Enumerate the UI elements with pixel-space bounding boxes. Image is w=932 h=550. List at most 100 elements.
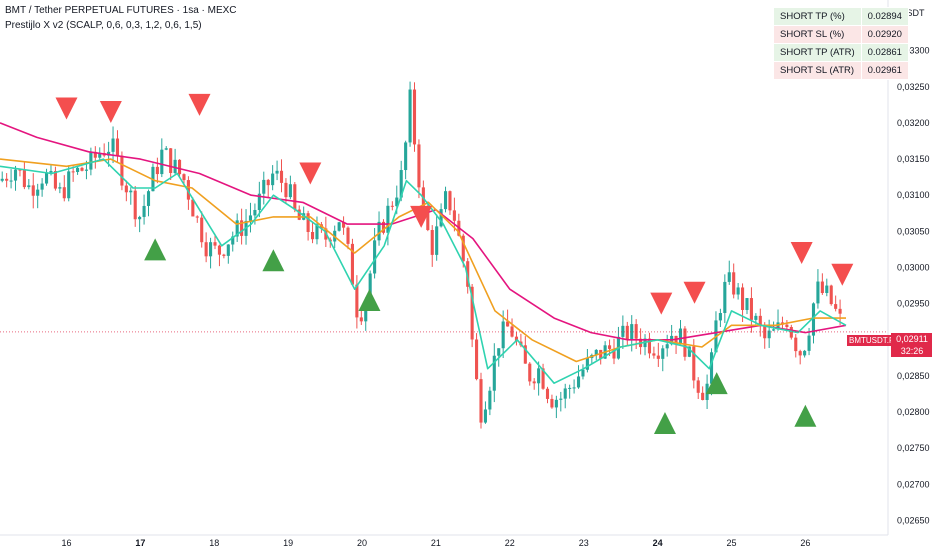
y-tick-label: 0,02850	[897, 371, 930, 381]
candle-body	[825, 285, 829, 294]
candle-body	[683, 328, 687, 357]
candle-body	[377, 221, 381, 241]
candle-body	[84, 169, 88, 171]
candle-body	[834, 304, 838, 309]
candle-body	[293, 184, 297, 210]
buy-signal-marker	[653, 411, 676, 434]
candle-body	[754, 315, 758, 320]
last-price-badge: 0,02911	[891, 333, 932, 345]
price-unit-label[interactable]: USDT	[900, 8, 925, 18]
candle-body	[488, 390, 492, 410]
candle-body	[430, 230, 434, 255]
candle-body	[785, 324, 789, 327]
candle-body	[395, 197, 399, 207]
candle-body	[142, 205, 146, 217]
candle-body	[342, 222, 346, 228]
candle-body	[22, 169, 26, 188]
candle-body	[412, 89, 417, 145]
candle-body	[581, 369, 585, 377]
candle-body	[275, 170, 279, 174]
ema-mid-line	[0, 158, 846, 363]
candle-body	[435, 226, 439, 255]
candle-body	[404, 142, 408, 171]
x-tick-label: 20	[357, 538, 367, 548]
candle-body	[373, 240, 377, 274]
candle-body	[5, 178, 9, 181]
candle-body	[337, 222, 341, 231]
levels-row-short-tp-pct: SHORT TP (%) 0.02894	[773, 7, 909, 26]
candle-body	[129, 190, 133, 193]
candle-body	[585, 358, 589, 370]
y-tick-label: 0,02700	[897, 479, 930, 489]
levels-row-short-sl-atr: SHORT SL (ATR) 0.02961	[773, 61, 909, 80]
levels-row-short-tp-atr: SHORT TP (ATR) 0.02861	[773, 43, 909, 62]
candle-body	[115, 138, 120, 156]
candle-body	[479, 379, 483, 423]
candle-body	[470, 286, 474, 340]
candle-body	[306, 213, 310, 232]
x-tick-label: 25	[726, 538, 736, 548]
candle-body	[200, 217, 204, 243]
candle-body	[838, 308, 842, 314]
x-tick-label: 19	[283, 538, 293, 548]
candle-body	[723, 281, 727, 314]
candle-body	[718, 313, 722, 321]
candle-body	[647, 338, 652, 354]
candle-body	[355, 284, 359, 318]
candle-body	[36, 189, 40, 196]
candle-body	[231, 236, 235, 245]
level-label: SHORT TP (ATR)	[773, 43, 862, 62]
x-tick-label: 26	[800, 538, 810, 548]
candle-body	[510, 326, 514, 337]
y-tick-label: 0,02800	[897, 407, 930, 417]
buy-signal-marker	[705, 372, 728, 395]
candle-body	[266, 179, 270, 186]
candle-body	[550, 398, 554, 408]
candle-body	[803, 350, 807, 356]
candle-body	[248, 215, 253, 221]
candle-body	[257, 193, 261, 210]
candle-body	[448, 191, 452, 211]
indicator-legend[interactable]: Prestijlo X v2 (SCALP, 0,6, 0,3, 1,2, 0,…	[5, 20, 202, 31]
sell-signal-marker	[790, 242, 813, 265]
candle-body	[31, 185, 35, 196]
candle-body	[461, 235, 465, 262]
candle-body	[315, 224, 319, 240]
candle-body	[164, 148, 168, 150]
candle-body	[506, 321, 510, 327]
candle-body	[612, 348, 616, 359]
candle-body	[9, 180, 13, 182]
candle-body	[621, 325, 625, 337]
candle-body	[288, 184, 292, 198]
candle-body	[665, 344, 669, 349]
candle-body	[279, 170, 284, 183]
candle-body	[209, 242, 213, 257]
candle-body	[271, 173, 275, 186]
candle-body	[155, 166, 159, 175]
candle-body	[53, 170, 57, 189]
x-tick-label: 17	[135, 538, 145, 548]
y-tick-label: 0,03300	[897, 46, 930, 56]
candle-body	[426, 206, 430, 231]
candle-body	[98, 153, 102, 158]
candle-body	[727, 272, 731, 282]
candle-body	[124, 185, 128, 193]
candle-body	[399, 170, 403, 198]
candle-body	[696, 380, 700, 393]
candle-body	[13, 169, 18, 181]
candle-body	[701, 392, 705, 400]
candle-body	[514, 336, 519, 342]
sell-signal-marker	[99, 101, 122, 124]
symbol-title[interactable]: BMT / Tether PERPETUAL FUTURES · 1sa · M…	[5, 5, 237, 16]
y-tick-label: 0,02650	[897, 516, 930, 526]
candle-body	[559, 398, 563, 400]
level-value: 0.02861	[860, 43, 909, 62]
candle-body	[195, 216, 199, 218]
x-tick-label: 23	[579, 538, 589, 548]
candle-body	[741, 287, 745, 310]
candle-body	[346, 227, 350, 244]
candle-body	[492, 355, 496, 391]
level-label: SHORT SL (ATR)	[773, 61, 862, 80]
candle-body	[222, 254, 226, 256]
